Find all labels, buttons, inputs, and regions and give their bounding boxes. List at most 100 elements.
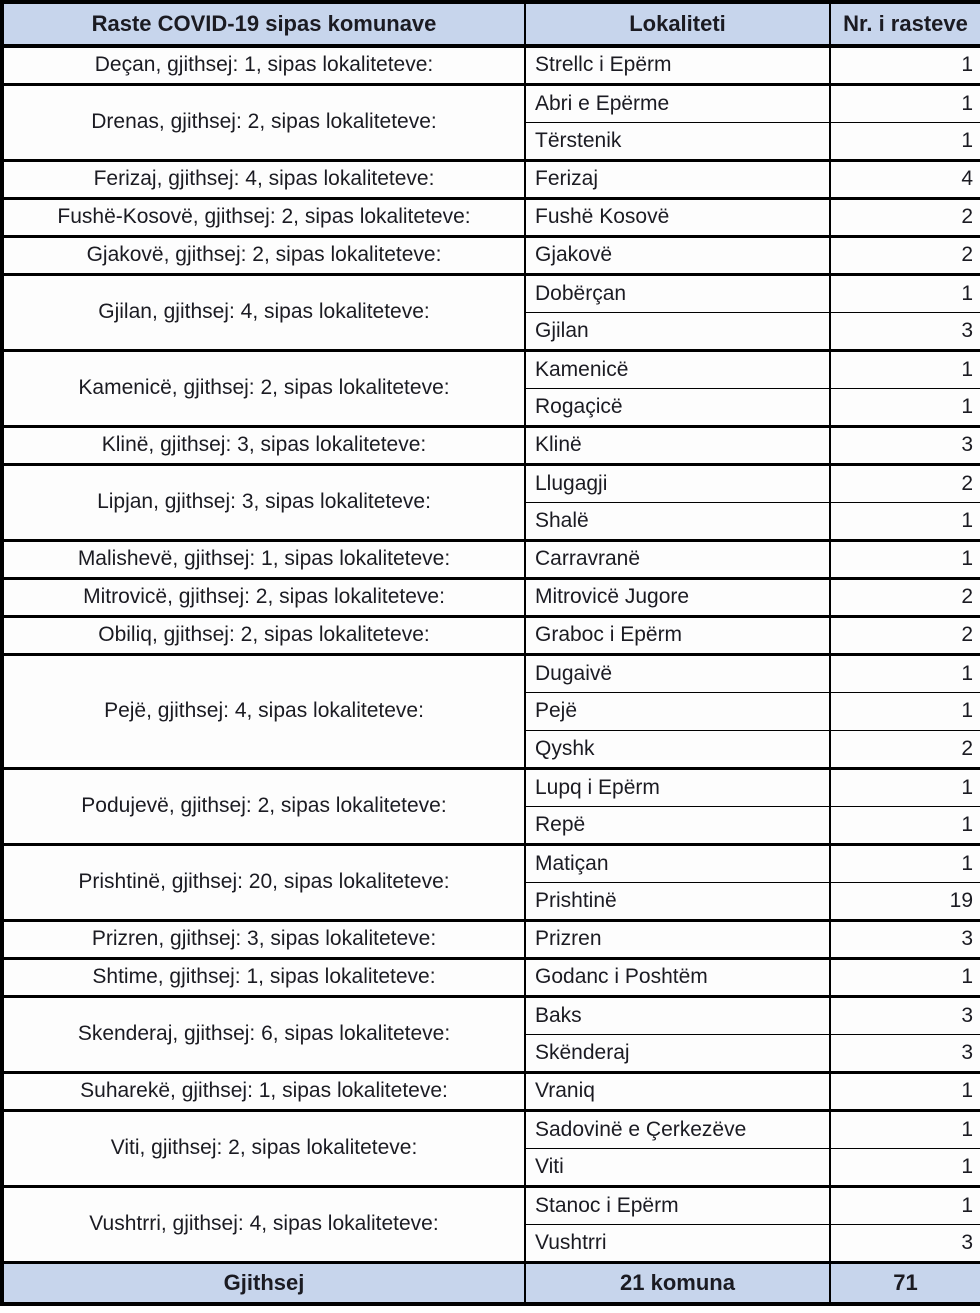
case-count-cell: 1 bbox=[829, 501, 980, 540]
locality-row: Klinë, gjithsej: 3, sipas lokaliteteve: K… bbox=[1, 424, 980, 464]
locality-row: Deçan, gjithsej: 1, sipas lokaliteteve: S… bbox=[1, 44, 980, 84]
locality-row: Viti, gjithsej: 2, sipas lokaliteteve: Sa… bbox=[1, 1108, 980, 1186]
locality-name-cell: Dobërçan bbox=[524, 272, 831, 312]
locality-name-cell: Mitrovicë Jugore bbox=[524, 576, 831, 616]
locality-row: Prishtinë, gjithsej: 20, sipas lokalitet… bbox=[1, 842, 980, 920]
locality-name-cell: Lupq i Epërm bbox=[524, 766, 831, 806]
locality-row: Gjakovë, gjithsej: 2, sipas lokaliteteve… bbox=[1, 234, 980, 274]
locality-row: Pejë 1 bbox=[2, 691, 980, 730]
case-count-cell: 3 bbox=[829, 424, 980, 464]
case-count-cell: 1 bbox=[829, 387, 980, 426]
footer-municipality-count: 21 komuna bbox=[524, 1260, 831, 1304]
locality-name-cell: Ferizaj bbox=[524, 158, 831, 198]
municipality-summary-cell: Malishevë, gjithsej: 1, sipas lokalitete… bbox=[1, 538, 526, 578]
locality-name-cell: Tërstenik bbox=[524, 121, 831, 160]
locality-row: Gjilan 3 bbox=[2, 311, 980, 350]
header-locality-column: Lokaliteti bbox=[524, 2, 831, 48]
municipality-summary-cell: Kamenicë, gjithsej: 2, sipas lokalitetev… bbox=[1, 348, 526, 426]
case-count-cell: 1 bbox=[829, 691, 980, 730]
case-count-cell: 1 bbox=[829, 121, 980, 160]
locality-name-cell: Matiçan bbox=[524, 842, 831, 882]
municipality-summary-cell: Prizren, gjithsej: 3, sipas lokaliteteve… bbox=[1, 918, 526, 958]
case-count-cell: 2 bbox=[829, 196, 980, 236]
locality-name-cell: Abri e Epërme bbox=[524, 82, 831, 122]
locality-name-cell: Gjilan bbox=[524, 311, 831, 350]
case-count-cell: 1 bbox=[829, 805, 980, 844]
locality-name-cell: Llugagji bbox=[524, 462, 831, 502]
header-cases-column: Nr. i rasteve bbox=[829, 2, 980, 48]
case-count-cell: 2 bbox=[829, 614, 980, 654]
municipality-summary-cell: Mitrovicë, gjithsej: 2, sipas lokalitete… bbox=[1, 576, 526, 616]
locality-row: Rogaçicë 1 bbox=[2, 387, 980, 426]
case-count-cell: 1 bbox=[829, 956, 980, 996]
locality-row: Pejë, gjithsej: 4, sipas lokaliteteve: Du… bbox=[1, 652, 980, 768]
case-count-cell: 1 bbox=[829, 766, 980, 806]
locality-row: Kamenicë, gjithsej: 2, sipas lokalitetev… bbox=[1, 348, 980, 426]
footer-total-cases: 71 bbox=[829, 1260, 980, 1304]
case-count-cell: 1 bbox=[829, 44, 980, 84]
municipality-summary-cell: Skenderaj, gjithsej: 6, sipas lokalitete… bbox=[1, 994, 526, 1072]
locality-name-cell: Carravranë bbox=[524, 538, 831, 578]
locality-row: Drenas, gjithsej: 2, sipas lokaliteteve:… bbox=[1, 82, 980, 160]
locality-name-cell: Repë bbox=[524, 805, 831, 844]
municipality-summary-cell: Prishtinë, gjithsej: 20, sipas lokalitet… bbox=[1, 842, 526, 920]
footer-total-label: Gjithsej bbox=[1, 1260, 526, 1304]
locality-row: Obiliq, gjithsej: 2, sipas lokaliteteve:… bbox=[1, 614, 980, 654]
case-count-cell: 19 bbox=[829, 881, 980, 920]
table-header-row: Raste COVID-19 sipas komunave Lokaliteti… bbox=[1, 2, 980, 48]
locality-row: Qyshk 2 bbox=[2, 729, 980, 768]
locality-name-cell: Sadovinë e Çerkezëve bbox=[524, 1108, 831, 1148]
case-count-cell: 1 bbox=[829, 82, 980, 122]
case-count-cell: 1 bbox=[829, 842, 980, 882]
case-count-cell: 1 bbox=[829, 1184, 980, 1224]
locality-name-cell: Vushtrri bbox=[524, 1223, 831, 1262]
case-count-cell: 1 bbox=[829, 1108, 980, 1148]
locality-row: Fushë-Kosovë, gjithsej: 2, sipas lokalit… bbox=[1, 196, 980, 236]
case-count-cell: 3 bbox=[829, 1033, 980, 1072]
case-count-cell: 2 bbox=[829, 729, 980, 768]
locality-row: Viti 1 bbox=[2, 1147, 980, 1186]
locality-row: Vushtrri 3 bbox=[2, 1223, 980, 1262]
locality-name-cell: Rogaçicë bbox=[524, 387, 831, 426]
case-count-cell: 2 bbox=[829, 462, 980, 502]
case-count-cell: 4 bbox=[829, 158, 980, 198]
case-count-cell: 1 bbox=[829, 538, 980, 578]
case-count-cell: 1 bbox=[829, 652, 980, 692]
locality-name-cell: Pejë bbox=[524, 691, 831, 730]
case-count-cell: 3 bbox=[829, 994, 980, 1034]
municipality-summary-cell: Gjilan, gjithsej: 4, sipas lokaliteteve: bbox=[1, 272, 526, 350]
locality-name-cell: Klinë bbox=[524, 424, 831, 464]
case-count-cell: 3 bbox=[829, 311, 980, 350]
locality-row: Repë 1 bbox=[2, 805, 980, 844]
locality-row: Suharekë, gjithsej: 1, sipas lokalitetev… bbox=[1, 1070, 980, 1110]
municipality-summary-cell: Shtime, gjithsej: 1, sipas lokaliteteve: bbox=[1, 956, 526, 996]
table-body: Deçan, gjithsej: 1, sipas lokaliteteve: S… bbox=[1, 44, 980, 1262]
municipality-summary-cell: Lipjan, gjithsej: 3, sipas lokaliteteve: bbox=[1, 462, 526, 540]
locality-name-cell: Baks bbox=[524, 994, 831, 1034]
locality-row: Skënderaj 3 bbox=[2, 1033, 980, 1072]
municipality-summary-cell: Vushtrri, gjithsej: 4, sipas lokalitetev… bbox=[1, 1184, 526, 1262]
locality-row: Prishtinë 19 bbox=[2, 881, 980, 920]
table-footer-row: Gjithsej 21 komuna 71 bbox=[1, 1260, 980, 1304]
locality-row: Podujevë, gjithsej: 2, sipas lokalitetev… bbox=[1, 766, 980, 844]
locality-row: Lipjan, gjithsej: 3, sipas lokaliteteve:… bbox=[1, 462, 980, 540]
municipality-summary-cell: Deçan, gjithsej: 1, sipas lokaliteteve: bbox=[1, 44, 526, 84]
locality-name-cell: Kamenicë bbox=[524, 348, 831, 388]
locality-name-cell: Gjakovë bbox=[524, 234, 831, 274]
locality-name-cell: Stanoc i Epërm bbox=[524, 1184, 831, 1224]
case-count-cell: 2 bbox=[829, 234, 980, 274]
case-count-cell: 1 bbox=[829, 1147, 980, 1186]
locality-row: Vushtrri, gjithsej: 4, sipas lokalitetev… bbox=[1, 1184, 980, 1262]
locality-name-cell: Skënderaj bbox=[524, 1033, 831, 1072]
municipality-summary-cell: Fushë-Kosovë, gjithsej: 2, sipas lokalit… bbox=[1, 196, 526, 236]
header-municipality-column: Raste COVID-19 sipas komunave bbox=[1, 2, 526, 48]
locality-row: Mitrovicë, gjithsej: 2, sipas lokalitete… bbox=[1, 576, 980, 616]
locality-name-cell: Viti bbox=[524, 1147, 831, 1186]
case-count-cell: 1 bbox=[829, 348, 980, 388]
municipality-summary-cell: Ferizaj, gjithsej: 4, sipas lokaliteteve… bbox=[1, 158, 526, 198]
locality-row: Skenderaj, gjithsej: 6, sipas lokalitete… bbox=[1, 994, 980, 1072]
case-count-cell: 3 bbox=[829, 1223, 980, 1262]
locality-name-cell: Strellc i Epërm bbox=[524, 44, 831, 84]
locality-row: Shalë 1 bbox=[2, 501, 980, 540]
case-count-cell: 1 bbox=[829, 1070, 980, 1110]
